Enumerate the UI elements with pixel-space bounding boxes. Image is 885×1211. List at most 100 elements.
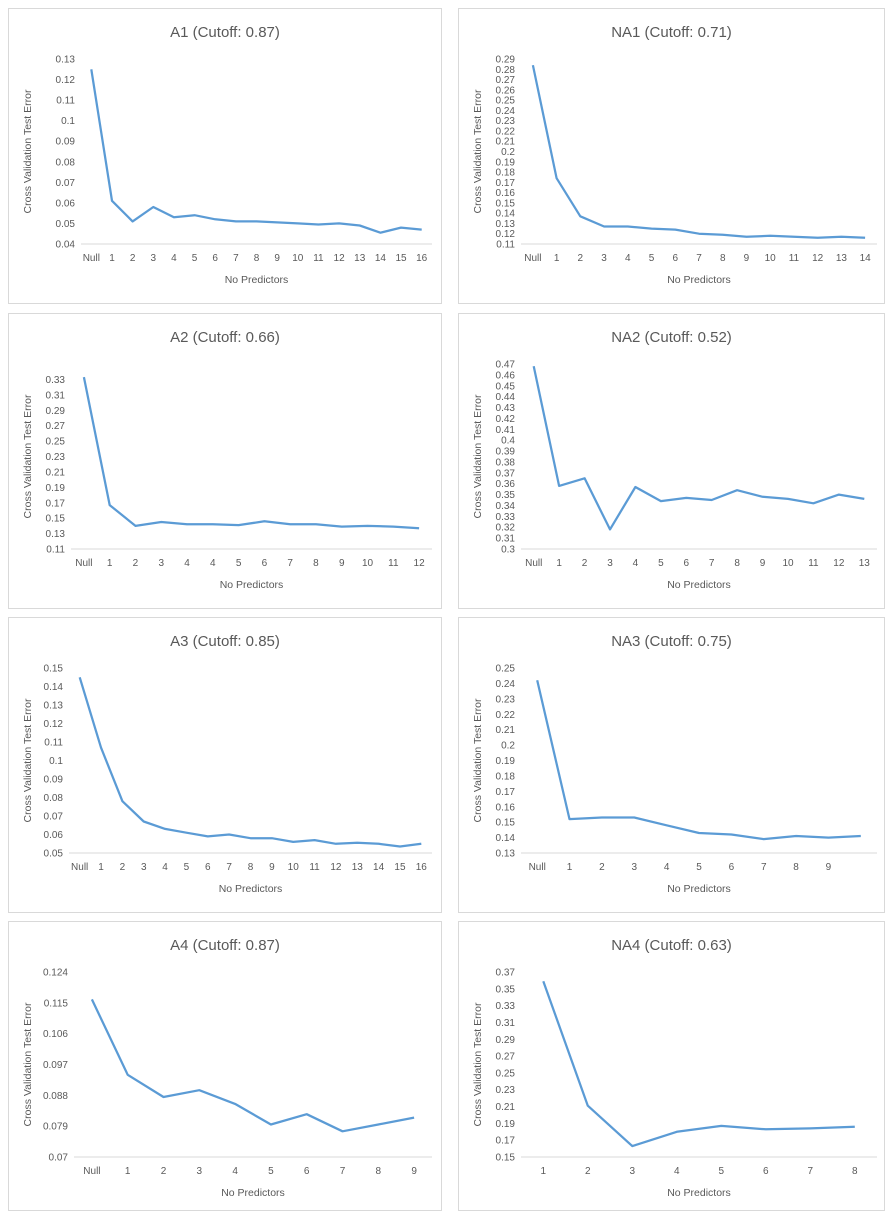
x-tick-label: 14 [860, 253, 872, 264]
y-tick-label: 0.14 [496, 833, 516, 844]
x-tick-label: 8 [376, 1166, 382, 1177]
x-tick-label: 12 [414, 558, 426, 569]
x-tick-label: 1 [540, 1166, 546, 1177]
y-tick-label: 0.09 [56, 137, 76, 148]
chart-panel-na3: NA3 (Cutoff: 0.75) 0.13 0.14 0.15 0.16 0.17 0.… [458, 617, 885, 913]
chart-svg: NA2 (Cutoff: 0.52)0.30.310.320.330.340.3… [472, 329, 877, 591]
y-tick-label: 0.1 [49, 756, 63, 767]
y-tick-label: 0.21 [496, 137, 516, 148]
y-tick-label: 0.04 [56, 240, 76, 251]
y-tick-label: 0.23 [496, 116, 516, 127]
x-tick-label: 7 [761, 862, 767, 873]
chart-panel-a4: A4 (Cutoff: 0.87) 0.07 0.079 0.088 0.097 0.10… [8, 921, 442, 1211]
x-tick-label: 2 [130, 253, 136, 264]
x-tick-label: 14 [375, 253, 387, 264]
series-line [542, 980, 855, 1148]
x-tick-label: 12 [334, 253, 346, 264]
y-tick-label: 0.16 [496, 802, 516, 813]
x-tick-label: 3 [158, 558, 164, 569]
x-tick-label: 9 [274, 253, 280, 264]
x-tick-label: Null [75, 558, 92, 569]
x-tick-label: Null [83, 1166, 100, 1177]
y-tick-label: 0.25 [496, 664, 516, 675]
y-tick-label: 0.13 [496, 219, 516, 230]
chart-panel-a3: A3 (Cutoff: 0.85) 0.05 0.06 0.07 0.08 0.09 0.1… [8, 617, 442, 913]
y-tick-label: 0.4 [501, 436, 515, 447]
y-tick-label: 0.23 [496, 1085, 516, 1096]
y-tick-label: 0.34 [496, 501, 516, 512]
x-tick-label: 9 [411, 1166, 417, 1177]
y-tick-label: 0.11 [496, 240, 515, 251]
y-axis-label: Cross Validation Test Error [22, 698, 34, 822]
y-tick-label: 0.12 [44, 719, 64, 730]
x-tick-label: 12 [812, 253, 824, 264]
y-tick-label: 0.07 [49, 1153, 69, 1164]
y-tick-label: 0.35 [496, 490, 516, 501]
x-tick-label: 7 [807, 1166, 813, 1177]
x-tick-label: 7 [226, 862, 232, 873]
x-tick-label: 2 [133, 558, 139, 569]
y-tick-label: 0.13 [46, 529, 66, 540]
series-line [536, 680, 861, 841]
chart-svg: A1 (Cutoff: 0.87) 0.04 0.05 0.06 0.07 0.08 0.0… [22, 24, 432, 286]
x-tick-label: 4 [162, 862, 168, 873]
x-tick-label: 4 [664, 862, 670, 873]
x-tick-label: 8 [720, 253, 726, 264]
x-tick-label: 2 [578, 253, 584, 264]
y-tick-label: 0.15 [46, 514, 66, 525]
x-axis-label: No Predictors [667, 1187, 731, 1199]
x-tick-label: 8 [254, 253, 260, 264]
x-tick-label: 3 [141, 862, 147, 873]
y-tick-label: 0.09 [44, 775, 64, 786]
x-tick-label: 11 [309, 862, 320, 873]
y-tick-label: 0.24 [496, 106, 516, 117]
y-tick-label: 0.29 [46, 406, 66, 417]
y-tick-label: 0.32 [496, 523, 516, 534]
y-tick-label: 0.15 [496, 1153, 516, 1164]
x-tick-label: Null [525, 558, 542, 569]
x-tick-label: 2 [120, 862, 126, 873]
y-tick-label: 0.28 [496, 65, 516, 76]
x-tick-label: 10 [292, 253, 304, 264]
x-tick-label: 11 [789, 253, 800, 264]
y-tick-label: 0.25 [46, 437, 66, 448]
y-tick-label: 0.22 [496, 126, 516, 137]
x-tick-label: 3 [150, 253, 156, 264]
x-tick-label: 5 [236, 558, 242, 569]
chart-svg: NA1 (Cutoff: 0.71)0.110.120.130.140.150.… [472, 24, 877, 286]
x-tick-label: 7 [233, 253, 239, 264]
y-tick-label: 0.19 [496, 1119, 516, 1130]
y-tick-label: 0.42 [496, 414, 516, 425]
y-tick-label: 0.25 [496, 96, 516, 107]
y-tick-label: 0.31 [496, 1018, 516, 1029]
y-tick-label: 0.11 [44, 738, 63, 749]
x-axis-label: No Predictors [219, 883, 283, 895]
y-tick-label: 0.21 [496, 725, 516, 736]
x-tick-label: 7 [696, 253, 702, 264]
y-axis-label: Cross Validation Test Error [22, 394, 34, 518]
y-tick-label: 0.33 [46, 375, 66, 386]
x-tick-label: 7 [340, 1166, 346, 1177]
y-tick-label: 0.39 [496, 447, 516, 458]
y-tick-label: 0.19 [496, 157, 516, 168]
chart-panel-na4: NA4 (Cutoff: 0.63) 0.15 0.17 0.19 0.21 0.23 0.… [458, 921, 885, 1211]
x-tick-label: 1 [98, 862, 104, 873]
y-tick-label: 0.08 [56, 157, 76, 168]
y-tick-label: 0.2 [501, 741, 515, 752]
x-axis-label: No Predictors [667, 883, 731, 895]
y-tick-label: 0.15 [44, 664, 64, 675]
x-tick-label: 8 [734, 558, 740, 569]
chart-svg: NA3 (Cutoff: 0.75) 0.13 0.14 0.15 0.16 0.17 0.… [472, 633, 877, 895]
y-tick-label: 0.33 [496, 512, 516, 523]
chart-title: A3 (Cutoff: 0.85) [170, 633, 280, 650]
x-tick-label: 1 [567, 862, 573, 873]
x-tick-label: 11 [808, 558, 819, 569]
chart-svg: NA4 (Cutoff: 0.63) 0.15 0.17 0.19 0.21 0.23 0.… [472, 937, 877, 1199]
y-axis-label: Cross Validation Test Error [472, 698, 484, 822]
x-tick-label: 16 [416, 862, 428, 873]
x-tick-label: 5 [696, 862, 702, 873]
y-axis-label: Cross Validation Test Error [472, 89, 484, 213]
x-tick-label: 4 [171, 253, 177, 264]
x-tick-label: 6 [262, 558, 268, 569]
x-tick-label: 9 [744, 253, 750, 264]
